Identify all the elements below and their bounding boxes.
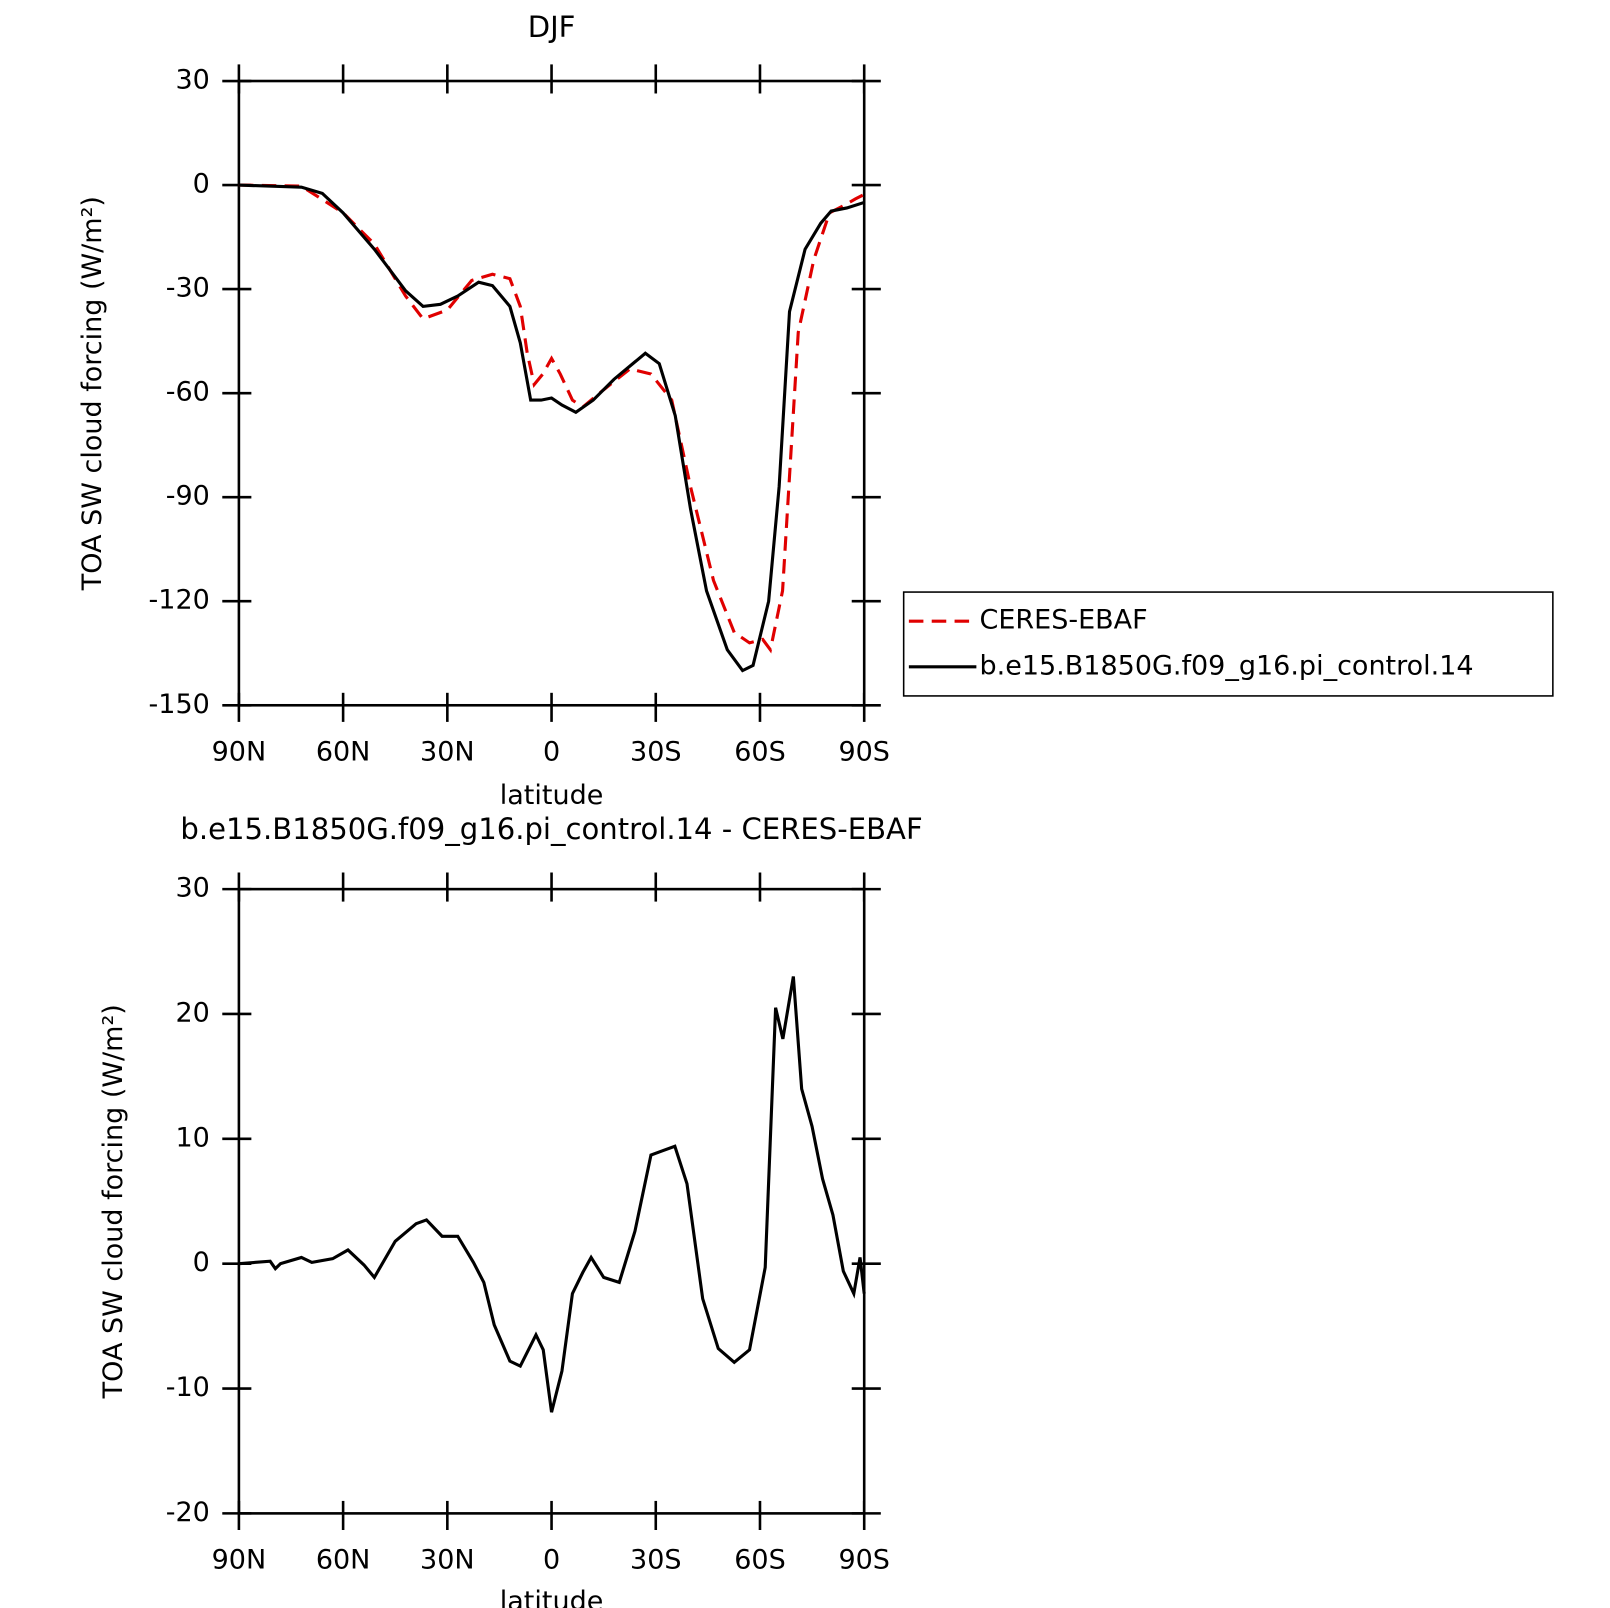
y-tick-label: 30 [175, 65, 209, 96]
x-tick-label: 0 [543, 737, 560, 768]
legend: CERES-EBAF b.e15.B1850G.f09_g16.pi_contro… [902, 591, 1554, 697]
y-tick-label: -90 [166, 481, 210, 512]
y-tick-label: -60 [166, 377, 210, 408]
x-tick-label: 90N [212, 737, 267, 768]
x-tick-label: 30S [630, 1545, 681, 1576]
plot-frame [237, 79, 866, 707]
chart-title: b.e15.B1850G.f09_g16.pi_control.14 - CER… [180, 812, 922, 846]
data-line [238, 976, 866, 1413]
legend-box [902, 591, 1554, 697]
x-tick-label: 60S [734, 1545, 786, 1576]
y-tick-label: 20 [175, 997, 209, 1028]
legend-label: CERES-EBAF [979, 605, 1147, 636]
y-tick-label: 0 [193, 169, 210, 200]
x-tick-label: 90S [838, 737, 889, 768]
y-tick-label: 0 [193, 1247, 210, 1278]
x-tick-label: 60N [316, 737, 371, 768]
x-tick-label: 30S [630, 737, 681, 768]
x-tick-label: 60S [734, 737, 786, 768]
legend-label: b.e15.B1850G.f09_g16.pi_control.14 [979, 650, 1473, 681]
y-axis-label: TOA SW cloud forcing (W/m²) [77, 196, 108, 591]
data-line [238, 183, 865, 673]
y-tick-label: -120 [149, 585, 210, 616]
y-tick-label: -30 [166, 273, 210, 304]
plot-frame [237, 887, 866, 1515]
x-tick-label: 90N [212, 1545, 267, 1576]
x-tick-label: 90S [838, 1545, 889, 1576]
chart-title: DJF [528, 10, 576, 44]
y-axis-label: TOA SW cloud forcing (W/m²) [98, 1004, 129, 1399]
y-tick-label: 30 [175, 873, 209, 904]
y-tick-label: 10 [175, 1122, 209, 1153]
x-axis-label: latitude [500, 1586, 604, 1608]
x-tick-label: 60N [316, 1545, 371, 1576]
y-tick-label: -10 [166, 1372, 210, 1403]
y-tick-label: -150 [149, 689, 210, 720]
x-tick-label: 0 [543, 1545, 560, 1576]
x-axis-label: latitude [500, 780, 604, 811]
x-tick-label: 30N [420, 737, 475, 768]
figure-content: DJF latitude TOA SW cloud forcing (W/m²) 30… [77, 10, 1554, 1608]
y-tick-label: -20 [166, 1497, 210, 1528]
x-tick-label: 30N [420, 1545, 475, 1576]
